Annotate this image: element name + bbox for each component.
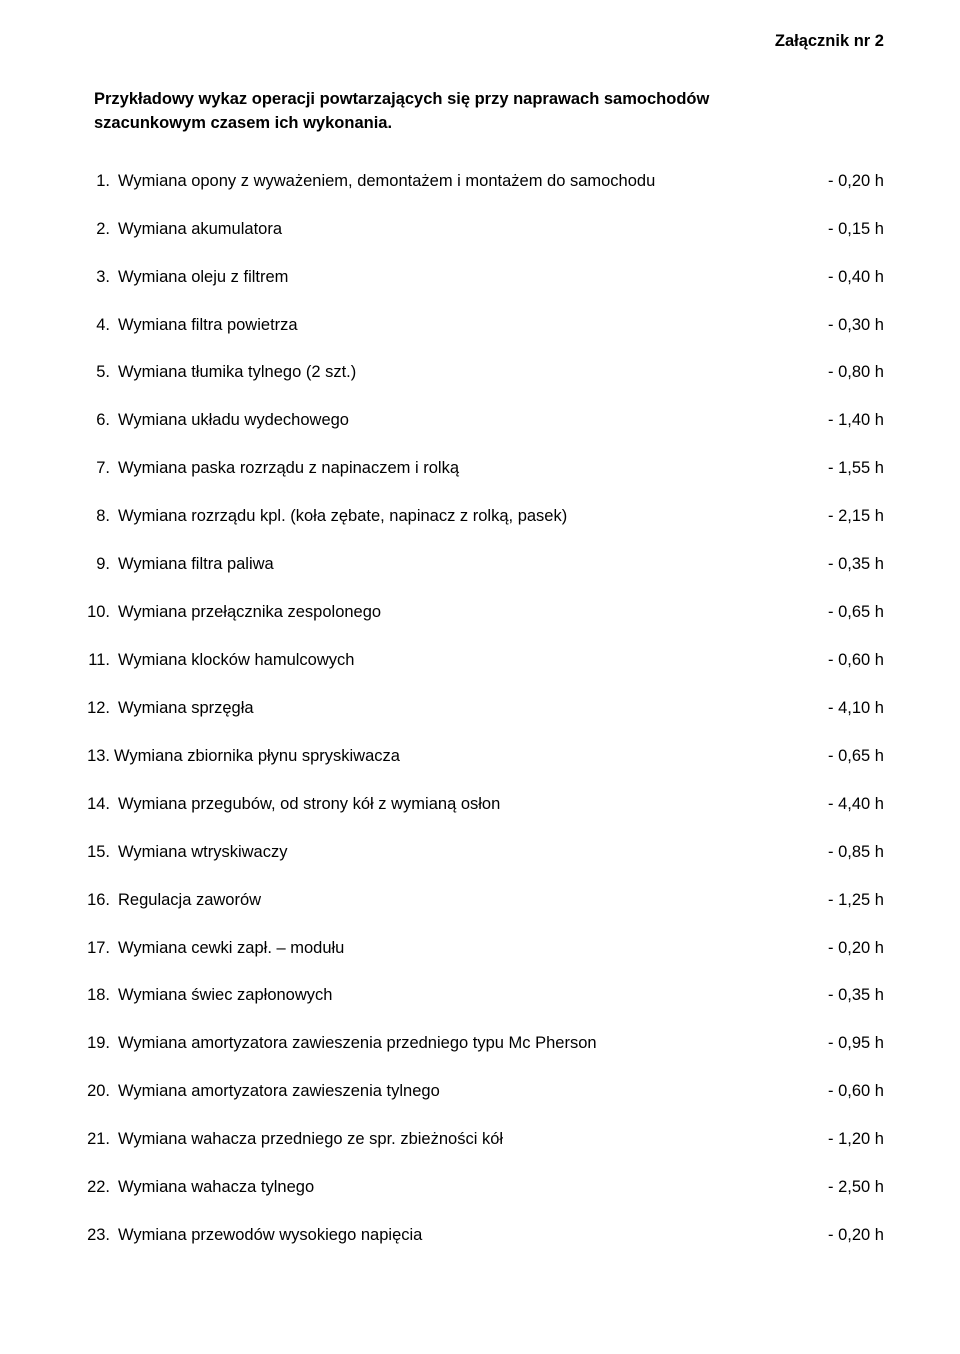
item-value: - 0,80 h [780,361,884,385]
list-item: 15.Wymiana wtryskiwaczy- 0,85 h [76,841,884,865]
list-item: 5.Wymiana tłumika tylnego (2 szt.)- 0,80… [76,361,884,385]
item-label: Wymiana wtryskiwaczy [114,841,780,865]
item-label: Wymiana wahacza tylnego [114,1176,780,1200]
item-number: 23. [76,1224,114,1248]
item-number: 7. [76,457,114,481]
item-label: Wymiana cewki zapł. – modułu [114,937,780,961]
list-item: 4.Wymiana filtra powietrza- 0,30 h [76,314,884,338]
item-number: 20. [76,1080,114,1104]
item-number: 21. [76,1128,114,1152]
item-label: Wymiana świec zapłonowych [114,984,780,1008]
item-number: 1. [76,170,114,194]
item-label: Wymiana tłumika tylnego (2 szt.) [114,361,780,385]
item-value: - 0,30 h [780,314,884,338]
list-item: 10.Wymiana przełącznika zespolonego- 0,6… [76,601,884,625]
item-label: Wymiana amortyzatora zawieszenia tylnego [114,1080,780,1104]
list-item: 7.Wymiana paska rozrządu z napinaczem i … [76,457,884,481]
item-number: 6. [76,409,114,433]
item-label: Regulacja zaworów [114,889,780,913]
item-value: - 4,40 h [780,793,884,817]
list-item: 12.Wymiana sprzęgła- 4,10 h [76,697,884,721]
list-item: 22.Wymiana wahacza tylnego- 2,50 h [76,1176,884,1200]
item-value: - 0,20 h [780,1224,884,1248]
list-item: 8.Wymiana rozrządu kpl. (koła zębate, na… [76,505,884,529]
item-label: Wymiana klocków hamulcowych [114,649,780,673]
item-value: - 1,40 h [780,409,884,433]
list-item: 3.Wymiana oleju z filtrem- 0,40 h [76,266,884,290]
item-label: Wymiana oleju z filtrem [114,266,780,290]
item-label: Wymiana przełącznika zespolonego [114,601,780,625]
item-number: 14. [76,793,114,817]
item-number: 3. [76,266,114,290]
list-item: 17.Wymiana cewki zapł. – modułu- 0,20 h [76,937,884,961]
item-value: - 1,55 h [780,457,884,481]
list-item: 19.Wymiana amortyzatora zawieszenia prze… [76,1032,884,1056]
item-number: 2. [76,218,114,242]
item-number: 15. [76,841,114,865]
list-item: 11.Wymiana klocków hamulcowych- 0,60 h [76,649,884,673]
list-item: 1.Wymiana opony z wyważeniem, demontażem… [76,170,884,194]
list-item: 20.Wymiana amortyzatora zawieszenia tyln… [76,1080,884,1104]
item-number: 22. [76,1176,114,1200]
list-item: 13.Wymiana zbiornika płynu spryskiwacza-… [76,745,884,769]
item-number: 4. [76,314,114,338]
item-value: - 0,85 h [780,841,884,865]
item-value: - 0,65 h [780,745,884,769]
item-value: - 2,15 h [780,505,884,529]
item-value: - 0,35 h [780,553,884,577]
item-label: Wymiana filtra powietrza [114,314,780,338]
item-label: Wymiana sprzęgła [114,697,780,721]
item-number: 17. [76,937,114,961]
item-number: 5. [76,361,114,385]
item-number: 11. [76,649,114,673]
item-number: 18. [76,984,114,1008]
list-item: 9.Wymiana filtra paliwa- 0,35 h [76,553,884,577]
item-label: Wymiana akumulatora [114,218,780,242]
item-label: Wymiana przewodów wysokiego napięcia [114,1224,780,1248]
list-item: 14.Wymiana przegubów, od strony kół z wy… [76,793,884,817]
item-number: 9. [76,553,114,577]
item-number: 10. [76,601,114,625]
intro-text: Przykładowy wykaz operacji powtarzającyc… [94,88,814,136]
item-value: - 0,20 h [780,170,884,194]
item-value: - 2,50 h [780,1176,884,1200]
item-value: - 0,15 h [780,218,884,242]
item-label: Wymiana filtra paliwa [114,553,780,577]
list-item: 18.Wymiana świec zapłonowych- 0,35 h [76,984,884,1008]
list-item: 2.Wymiana akumulatora- 0,15 h [76,218,884,242]
item-number: 8. [76,505,114,529]
item-value: - 0,20 h [780,937,884,961]
item-number: 19. [76,1032,114,1056]
item-value: - 0,35 h [780,984,884,1008]
item-value: - 0,60 h [780,1080,884,1104]
list-item: 23.Wymiana przewodów wysokiego napięcia-… [76,1224,884,1248]
item-value: - 1,20 h [780,1128,884,1152]
item-value: - 4,10 h [780,697,884,721]
operations-list: 1.Wymiana opony z wyważeniem, demontażem… [76,170,884,1248]
item-value: - 0,95 h [780,1032,884,1056]
item-value: - 0,65 h [780,601,884,625]
item-label: Wymiana opony z wyważeniem, demontażem i… [114,170,780,194]
list-item: 21.Wymiana wahacza przedniego ze spr. zb… [76,1128,884,1152]
item-number: 16. [76,889,114,913]
item-label: Wymiana rozrządu kpl. (koła zębate, napi… [114,505,780,529]
item-label: Wymiana przegubów, od strony kół z wymia… [114,793,780,817]
item-label: Wymiana zbiornika płynu spryskiwacza [114,745,780,769]
item-label: Wymiana układu wydechowego [114,409,780,433]
item-value: - 0,40 h [780,266,884,290]
list-item: 6.Wymiana układu wydechowego- 1,40 h [76,409,884,433]
item-number: 12. [76,697,114,721]
attachment-label: Załącznik nr 2 [76,30,884,54]
item-label: Wymiana wahacza przedniego ze spr. zbież… [114,1128,780,1152]
list-item: 16.Regulacja zaworów- 1,25 h [76,889,884,913]
item-number: 13. [76,745,114,769]
item-label: Wymiana amortyzatora zawieszenia przedni… [114,1032,780,1056]
item-label: Wymiana paska rozrządu z napinaczem i ro… [114,457,780,481]
item-value: - 1,25 h [780,889,884,913]
item-value: - 0,60 h [780,649,884,673]
